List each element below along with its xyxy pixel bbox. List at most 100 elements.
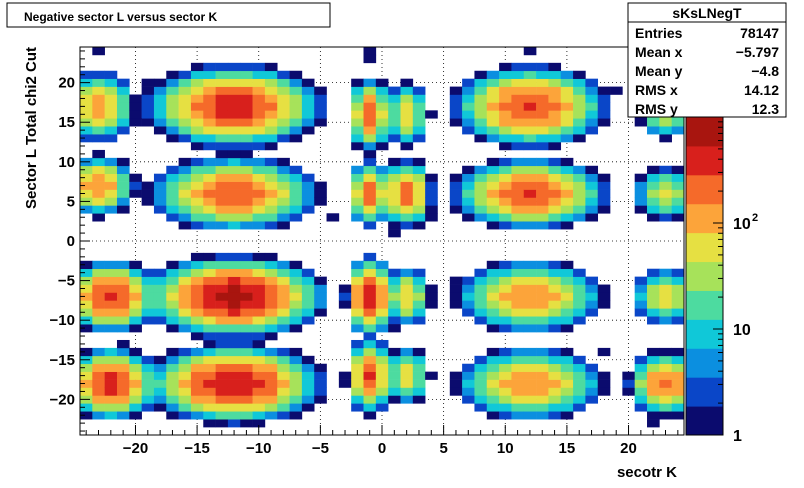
heatmap-cell [560,78,574,87]
heatmap-cell [536,324,549,333]
heatmap-cell [104,181,118,190]
heatmap-cell [671,308,685,317]
heatmap-cell [400,355,414,365]
heatmap-cell [264,316,278,325]
heatmap-cell [585,126,599,135]
heatmap-cell [301,276,315,285]
heatmap-cell [671,316,685,325]
heatmap-cell [338,379,352,388]
heatmap-cell [301,268,315,277]
heatmap-cell [116,205,130,214]
heatmap-cell [92,118,105,127]
heatmap-cell [190,387,204,396]
heatmap-cell [264,276,278,285]
heatmap-cell [289,347,303,357]
heatmap-cell [659,197,672,206]
heatmap-cell [215,213,229,222]
heatmap-cell [301,86,315,95]
y-tick-label: 20 [58,75,75,92]
heatmap-cell [671,276,685,285]
heatmap-cell [573,213,586,222]
heatmap-cell [92,110,105,119]
heatmap-cell [264,324,278,333]
heatmap-cell [499,62,512,72]
y-tick-label: 10 [58,154,75,171]
heatmap-cell [301,181,315,190]
heatmap-cell [178,387,192,396]
heatmap-cell [486,102,500,111]
heatmap-cell [499,197,512,206]
heatmap-cell [190,395,204,404]
heatmap-cell [560,94,574,103]
stats-value-rms-y: 12.3 [752,101,779,117]
heatmap-cell [277,94,290,103]
heatmap-cell [314,94,327,103]
heatmap-cell [104,126,118,135]
heatmap-cell [141,371,155,380]
heatmap-cell [351,260,364,270]
heatmap-cell [153,316,167,325]
heatmap-cell [671,371,685,380]
heatmap-cell [548,86,562,95]
heatmap-cell [190,355,204,365]
heatmap-cell [573,181,586,190]
heatmap-cell [548,205,562,214]
heatmap-cell [548,134,562,143]
heatmap-cell [659,347,672,357]
heatmap-cell [314,292,327,301]
heatmap-cell [203,403,216,412]
heatmap-cell [252,387,266,396]
heatmap-cell [499,110,512,119]
color-scale-label: 10 [733,216,751,233]
heatmap-cell [80,403,93,412]
heatmap-cell [80,347,93,357]
heatmap-cell [116,86,130,95]
heatmap-cell [412,371,426,380]
heatmap-cell [462,110,475,119]
heatmap-cell [116,292,130,301]
x-tick-label: 20 [620,440,637,457]
heatmap-cell [351,324,364,333]
heatmap-cell [536,118,549,127]
heatmap-cell [240,181,253,190]
heatmap-cell [585,78,599,87]
heatmap-cell [462,276,475,285]
heatmap-cell [116,339,130,349]
heatmap-cell [351,142,364,151]
heatmap-cell [511,308,525,317]
stats-value-entries: 78147 [740,25,779,41]
heatmap-cell [264,371,278,380]
heatmap-cell [289,411,303,420]
heatmap-cell [314,387,327,396]
heatmap-cell [301,110,315,119]
heatmap-cell [560,86,574,95]
heatmap-cell [523,78,537,87]
heatmap-cell [153,371,167,380]
heatmap-cell [215,94,229,103]
heatmap-cell [264,213,278,222]
heatmap-cell [240,102,253,111]
heatmap-cell [363,300,377,309]
heatmap-cell [264,355,278,365]
heatmap-cell [252,142,266,151]
heatmap-cell [227,110,241,119]
heatmap-cell [141,316,155,325]
heatmap-cell [499,347,512,357]
heatmap-cell [351,347,364,357]
heatmap-cell [647,355,660,365]
heatmap-cell [474,276,488,285]
heatmap-cell [289,118,303,127]
heatmap-cell [573,118,586,127]
color-scale-segment [686,348,723,378]
heatmap-cell [80,165,93,174]
heatmap-cell [536,276,549,285]
heatmap-cell [351,181,364,190]
heatmap-cell [548,110,562,119]
heatmap-cell [363,134,377,143]
heatmap-cell [338,284,352,293]
heatmap-cell [449,189,463,198]
heatmap-cell [634,371,648,380]
heatmap-cell [486,260,500,270]
heatmap-cell [474,126,488,135]
heatmap-cell [141,379,155,388]
